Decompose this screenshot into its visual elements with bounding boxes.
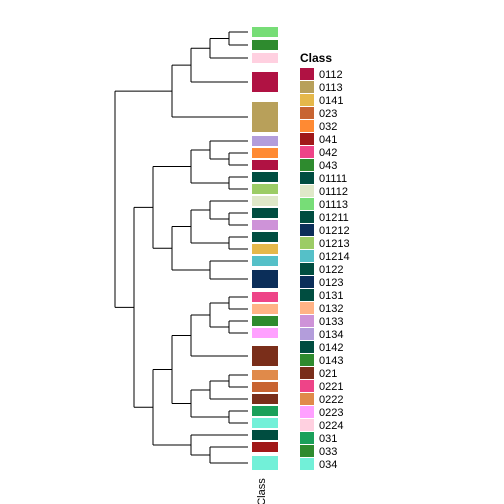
legend-swatch	[300, 185, 314, 197]
legend-swatch	[300, 198, 314, 210]
dendrogram-chart: ClassClass011201130141023032041042043011…	[0, 0, 504, 504]
legend-label: 042	[319, 147, 337, 159]
legend-swatch	[300, 302, 314, 314]
legend-label: 0122	[319, 264, 343, 276]
legend-swatch	[300, 120, 314, 132]
leaf-bar	[252, 220, 278, 230]
legend-label: 0134	[319, 329, 343, 341]
legend-label: 0113	[319, 82, 343, 94]
legend-label: 034	[319, 459, 337, 471]
leaf-bar	[252, 370, 278, 380]
legend-swatch	[300, 94, 314, 106]
legend-label: 0143	[319, 355, 343, 367]
legend-swatch	[300, 328, 314, 340]
legend-label: 0131	[319, 290, 343, 302]
leaf-bar	[252, 148, 278, 158]
bar-axis-label: Class	[256, 478, 268, 504]
legend-swatch	[300, 276, 314, 288]
leaf-bar	[252, 418, 278, 428]
legend-swatch	[300, 237, 314, 249]
legend-label: 0141	[319, 95, 343, 107]
legend-label: 033	[319, 446, 337, 458]
legend-label: 01213	[319, 238, 350, 250]
legend-swatch	[300, 406, 314, 418]
legend-swatch	[300, 224, 314, 236]
legend-label: 01111	[319, 173, 347, 185]
legend-label: 0142	[319, 342, 343, 354]
legend-label: 01113	[319, 199, 348, 211]
leaf-bar	[252, 382, 278, 392]
leaf-bar	[252, 40, 278, 50]
legend-swatch	[300, 133, 314, 145]
legend-swatch	[300, 393, 314, 405]
leaf-bar	[252, 442, 278, 452]
leaf-bar	[252, 328, 278, 338]
legend-swatch	[300, 380, 314, 392]
legend-swatch	[300, 211, 314, 223]
legend-swatch	[300, 367, 314, 379]
leaf-bar	[252, 394, 278, 404]
legend-swatch	[300, 354, 314, 366]
legend-label: 023	[319, 108, 337, 120]
legend-label: 0224	[319, 420, 343, 432]
legend-swatch	[300, 146, 314, 158]
leaf-bar	[252, 244, 278, 254]
legend-swatch	[300, 289, 314, 301]
leaf-bar	[252, 53, 278, 63]
legend-label: 032	[319, 121, 337, 133]
legend-swatch	[300, 458, 314, 470]
leaf-bar	[252, 406, 278, 416]
legend-label: 01212	[319, 225, 350, 237]
leaf-bar	[252, 256, 278, 266]
legend-swatch	[300, 445, 314, 457]
leaf-bar	[252, 316, 278, 326]
legend-swatch	[300, 341, 314, 353]
leaf-bar	[252, 346, 278, 366]
legend-label: 0132	[319, 303, 343, 315]
leaf-bar	[252, 456, 278, 470]
legend-swatch	[300, 315, 314, 327]
leaf-bar	[252, 102, 278, 132]
legend-label: 031	[319, 433, 337, 445]
legend-label: 01112	[319, 186, 348, 198]
legend-label: 021	[319, 368, 337, 380]
legend-label: 01214	[319, 251, 350, 263]
legend-swatch	[300, 81, 314, 93]
leaf-bar	[252, 430, 278, 440]
legend-swatch	[300, 250, 314, 262]
leaf-bar	[252, 136, 278, 146]
legend-label: 0221	[319, 381, 343, 393]
leaf-bar	[252, 72, 278, 92]
legend-swatch	[300, 172, 314, 184]
legend-swatch	[300, 263, 314, 275]
legend-swatch	[300, 159, 314, 171]
legend-label: 0133	[319, 316, 343, 328]
legend-swatch	[300, 68, 314, 80]
leaf-bar	[252, 172, 278, 182]
legend-swatch	[300, 107, 314, 119]
legend-swatch	[300, 432, 314, 444]
leaf-bar	[252, 304, 278, 314]
leaf-bar	[252, 232, 278, 242]
leaf-bar	[252, 196, 278, 206]
legend-swatch	[300, 419, 314, 431]
leaf-bar	[252, 208, 278, 218]
legend-label: 01211	[319, 212, 349, 224]
leaf-bar	[252, 27, 278, 37]
legend-label: 0123	[319, 277, 343, 289]
leaf-bar	[252, 184, 278, 194]
leaf-bar	[252, 292, 278, 302]
legend-label: 043	[319, 160, 337, 172]
leaf-bar	[252, 160, 278, 170]
legend-title: Class	[300, 51, 332, 65]
legend-label: 0223	[319, 407, 343, 419]
leaf-bar	[252, 270, 278, 288]
legend-label: 0222	[319, 394, 343, 406]
legend-label: 0112	[319, 69, 343, 81]
legend-label: 041	[319, 134, 337, 146]
